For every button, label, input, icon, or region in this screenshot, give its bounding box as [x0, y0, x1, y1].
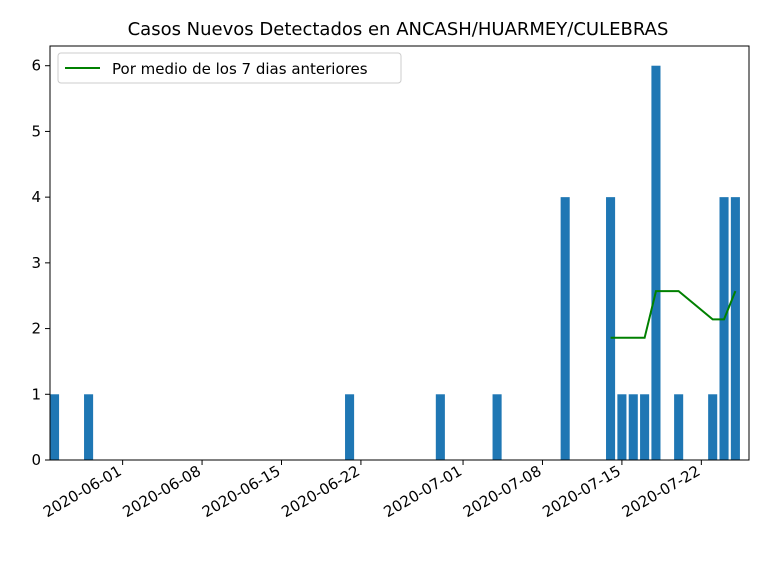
x-tick-label: 2020-07-01 [381, 462, 466, 521]
legend-label: Por medio de los 7 dias anteriores [112, 60, 368, 78]
y-tick-label: 0 [31, 451, 41, 469]
line-series [610, 290, 737, 339]
bar-2020-06-29 [435, 394, 445, 460]
x-tick-label: 2020-07-15 [539, 462, 624, 521]
x-tick-label: 2020-07-08 [460, 462, 545, 521]
x-tick-label: 2020-06-15 [199, 462, 284, 521]
x-tick-label: 2020-07-22 [619, 462, 704, 521]
bar-2020-07-18 [651, 65, 661, 460]
y-tick-label: 3 [31, 254, 41, 272]
y-axis: 0 1 2 3 4 5 6 [31, 57, 50, 469]
plot-frame [49, 45, 750, 461]
x-tick-label: 2020-06-08 [120, 462, 205, 521]
x-tick-label: 2020-06-01 [40, 462, 125, 521]
bar-2020-05-26 [50, 394, 60, 460]
y-tick-label: 5 [31, 122, 41, 140]
bar-2020-06-21 [345, 394, 355, 460]
y-tick-label: 1 [31, 385, 41, 403]
bar-series [50, 65, 740, 460]
moving-average-line [610, 290, 737, 339]
bar-2020-07-14 [606, 197, 616, 460]
bar-2020-07-15 [617, 394, 627, 460]
y-tick-label: 6 [31, 57, 41, 75]
bar-2020-07-10 [560, 197, 570, 460]
bar-2020-07-24 [719, 197, 729, 460]
bar-2020-07-25 [730, 197, 740, 460]
y-tick-label: 2 [31, 320, 41, 338]
bar-2020-07-04 [492, 394, 502, 460]
bar-2020-05-29 [84, 394, 94, 460]
bar-2020-07-16 [628, 394, 638, 460]
legend-box [57, 52, 402, 84]
legend: Por medio de los 7 dias anteriores [57, 52, 402, 84]
bar-2020-07-17 [640, 394, 650, 460]
y-tick-label: 4 [31, 188, 41, 206]
x-axis: 2020-06-012020-06-082020-06-152020-06-22… [40, 460, 703, 521]
x-tick-label: 2020-06-22 [278, 462, 363, 521]
bar-2020-07-23 [708, 394, 718, 460]
bar-2020-07-20 [674, 394, 684, 460]
chart-title: Casos Nuevos Detectados en ANCASH/HUARME… [128, 19, 669, 40]
